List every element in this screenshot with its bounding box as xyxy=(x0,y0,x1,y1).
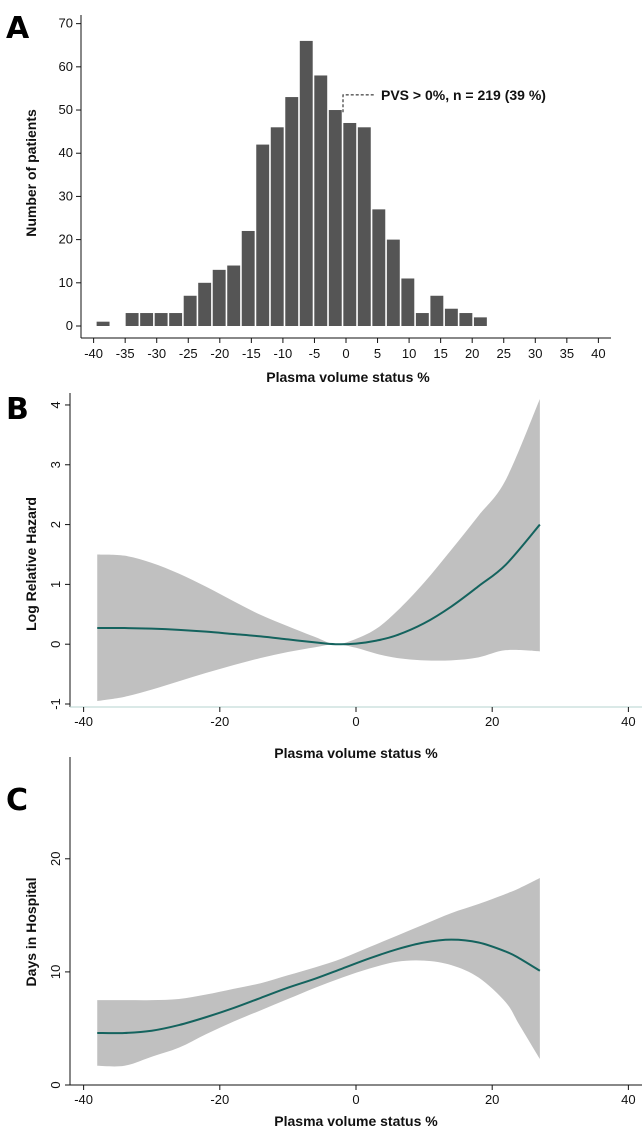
y-tick-label: 40 xyxy=(59,145,73,160)
histogram-axes: 0 10 20 30 40 50 60 70 -40 -35 -30 -25 -20 -15 -10 -5 0 5… xyxy=(59,15,611,361)
histogram-bar xyxy=(256,144,270,326)
x-tick-label: -20 xyxy=(210,1092,229,1107)
histogram-bar xyxy=(241,230,255,326)
histogram-bar xyxy=(357,127,371,326)
y-axis-title: Number of patients xyxy=(23,109,39,237)
y-tick-label: 60 xyxy=(59,59,73,74)
hospital-days-curve xyxy=(97,938,541,1035)
pvs-annotation: PVS > 0%, n = 219 (39 %) xyxy=(342,87,546,113)
panel-letter-b: B xyxy=(6,392,29,427)
histogram-bar xyxy=(183,295,197,326)
histogram-bar xyxy=(459,313,473,326)
x-tick-label: -40 xyxy=(74,1092,93,1107)
y-tick-label: 10 xyxy=(48,965,63,979)
annotation-leader-line xyxy=(342,94,375,113)
histogram-bar xyxy=(314,75,328,326)
x-tick-label: 0 xyxy=(352,1092,359,1107)
x-tick-label: 5 xyxy=(374,346,381,361)
y-tick-label: 10 xyxy=(59,275,73,290)
histogram-bar xyxy=(415,313,429,326)
x-tick-label: 40 xyxy=(621,714,635,729)
x-axis-title: Plasma volume status % xyxy=(274,745,438,761)
y-tick-label: 2 xyxy=(48,521,63,528)
x-tick-label: 40 xyxy=(591,346,605,361)
histogram-bar xyxy=(285,97,299,326)
histogram-bar xyxy=(299,40,313,327)
y-axis-title: Log Relative Hazard xyxy=(23,497,39,631)
x-tick-label: 10 xyxy=(402,346,416,361)
x-tick-label: 20 xyxy=(485,714,499,729)
y-axis-title: Days in Hospital xyxy=(23,878,39,987)
histogram-bar xyxy=(473,317,487,326)
hazard-panel: -1 0 1 2 3 4 -40 -20 0 20 40 Log Relative Hazard P… xyxy=(23,393,642,761)
y-tick-label: 30 xyxy=(59,188,73,203)
histogram-bar xyxy=(444,308,458,326)
histogram-bar xyxy=(328,110,342,327)
x-axis-title: Plasma volume status % xyxy=(266,369,430,385)
histogram-bar xyxy=(372,209,386,326)
x-tick-label: -40 xyxy=(74,714,93,729)
hospital-days-axes: 0 10 20 -40 -20 0 20 40 xyxy=(48,757,642,1107)
y-tick-label: 70 xyxy=(59,16,73,31)
y-tick-label: -1 xyxy=(48,698,63,710)
histogram-bar xyxy=(343,122,357,326)
histogram-panel: 0 10 20 30 40 50 60 70 -40 -35 -30 -25 -20 -15 -10 -5 0 5… xyxy=(23,15,611,385)
hospital-days-panel: 0 10 20 -40 -20 0 20 40 Days in Hospital Plasma… xyxy=(23,757,642,1129)
histogram-bar xyxy=(401,278,415,326)
x-tick-label: 30 xyxy=(528,346,542,361)
x-tick-label: -20 xyxy=(210,346,229,361)
panel-letter-a: A xyxy=(6,11,30,46)
y-tick-label: 50 xyxy=(59,102,73,117)
x-axis-title: Plasma volume status % xyxy=(274,1113,438,1129)
x-tick-label: 35 xyxy=(560,346,574,361)
x-tick-label: -20 xyxy=(210,714,229,729)
histogram-bars xyxy=(96,40,487,327)
confidence-band xyxy=(97,878,540,1067)
x-tick-label: 25 xyxy=(497,346,511,361)
histogram-bar xyxy=(386,239,400,326)
histogram-bar xyxy=(154,313,168,326)
x-tick-label: 0 xyxy=(342,346,349,361)
x-tick-label: -35 xyxy=(116,346,135,361)
hazard-axes: -1 0 1 2 3 4 -40 -20 0 20 40 xyxy=(48,393,642,729)
histogram-bar xyxy=(430,295,444,326)
x-tick-label: 40 xyxy=(621,1092,635,1107)
x-tick-label: -25 xyxy=(179,346,198,361)
x-tick-label: 20 xyxy=(485,1092,499,1107)
histogram-bar xyxy=(212,269,226,326)
histogram-bar xyxy=(169,313,183,326)
y-tick-label: 20 xyxy=(48,852,63,866)
histogram-bar xyxy=(125,313,139,326)
x-tick-label: -30 xyxy=(147,346,166,361)
x-tick-label: -15 xyxy=(242,346,261,361)
x-tick-label: 20 xyxy=(465,346,479,361)
x-tick-label: 15 xyxy=(433,346,447,361)
y-tick-label: 20 xyxy=(59,232,73,247)
x-tick-label: -10 xyxy=(274,346,293,361)
y-tick-label: 0 xyxy=(66,318,73,333)
confidence-band xyxy=(97,398,540,702)
histogram-bar xyxy=(96,321,110,326)
x-tick-label: -5 xyxy=(309,346,321,361)
y-tick-label: 0 xyxy=(48,641,63,648)
x-tick-label: 0 xyxy=(352,714,359,729)
y-tick-label: 4 xyxy=(48,401,63,408)
panel-letter-c: C xyxy=(6,783,28,818)
y-tick-label: 1 xyxy=(48,581,63,588)
x-tick-label: -40 xyxy=(84,346,103,361)
hazard-curve xyxy=(97,523,541,646)
annotation-label: PVS > 0%, n = 219 (39 %) xyxy=(381,87,546,103)
histogram-bar xyxy=(140,313,154,326)
y-tick-label: 3 xyxy=(48,461,63,468)
y-tick-label: 0 xyxy=(48,1081,63,1088)
histogram-bar xyxy=(198,282,212,326)
histogram-bar xyxy=(227,265,241,326)
histogram-bar xyxy=(270,127,284,326)
